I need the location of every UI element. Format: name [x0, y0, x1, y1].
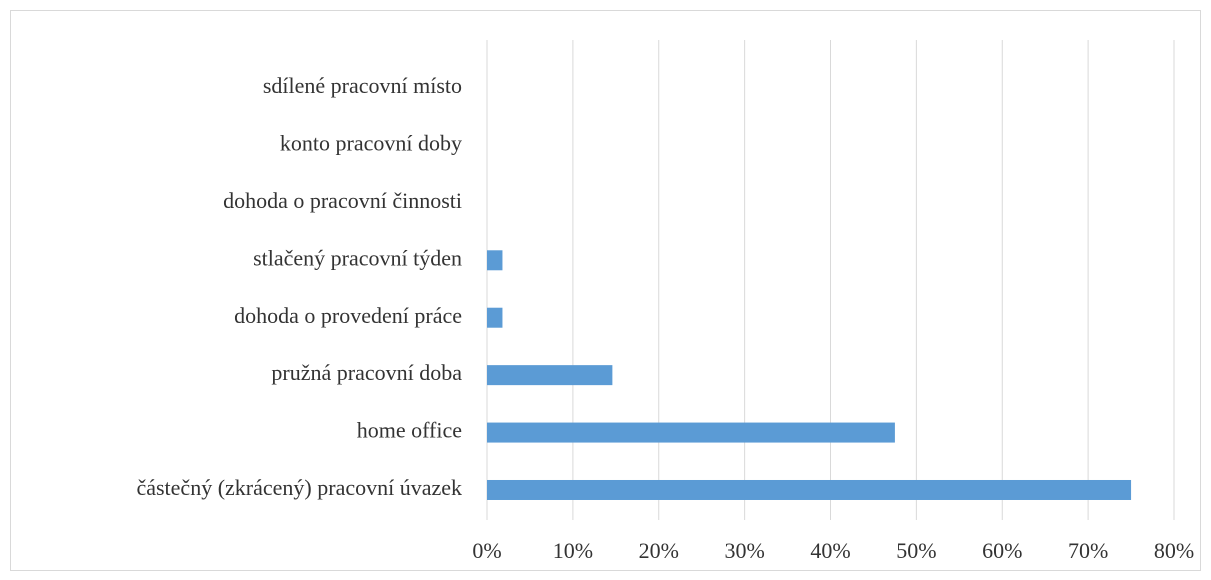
bar	[487, 479, 1132, 500]
x-tick-label: 40%	[810, 538, 850, 563]
bar	[487, 250, 503, 271]
bar	[487, 365, 613, 386]
x-tick-label: 50%	[896, 538, 936, 563]
x-tick-label: 0%	[472, 538, 501, 563]
y-tick-label: dohoda o pracovní činnosti	[223, 188, 462, 213]
y-tick-label: dohoda o provedení práce	[234, 303, 462, 328]
y-tick-label: konto pracovní doby	[280, 130, 462, 155]
bar	[487, 307, 503, 328]
y-tick-label: sdílené pracovní místo	[263, 73, 462, 98]
y-tick-label: home office	[357, 418, 462, 443]
bar	[487, 422, 895, 443]
y-tick-label: částečný (zkrácený) pracovní úvazek	[136, 475, 462, 500]
x-tick-label: 20%	[639, 538, 679, 563]
x-tick-label: 70%	[1068, 538, 1108, 563]
x-tick-label: 10%	[553, 538, 593, 563]
y-tick-label: pružná pracovní doba	[271, 360, 462, 385]
x-tick-label: 60%	[982, 538, 1022, 563]
x-tick-label: 80%	[1154, 538, 1194, 563]
x-tick-label: 30%	[724, 538, 764, 563]
y-tick-label: stlačený pracovní týden	[253, 245, 462, 270]
